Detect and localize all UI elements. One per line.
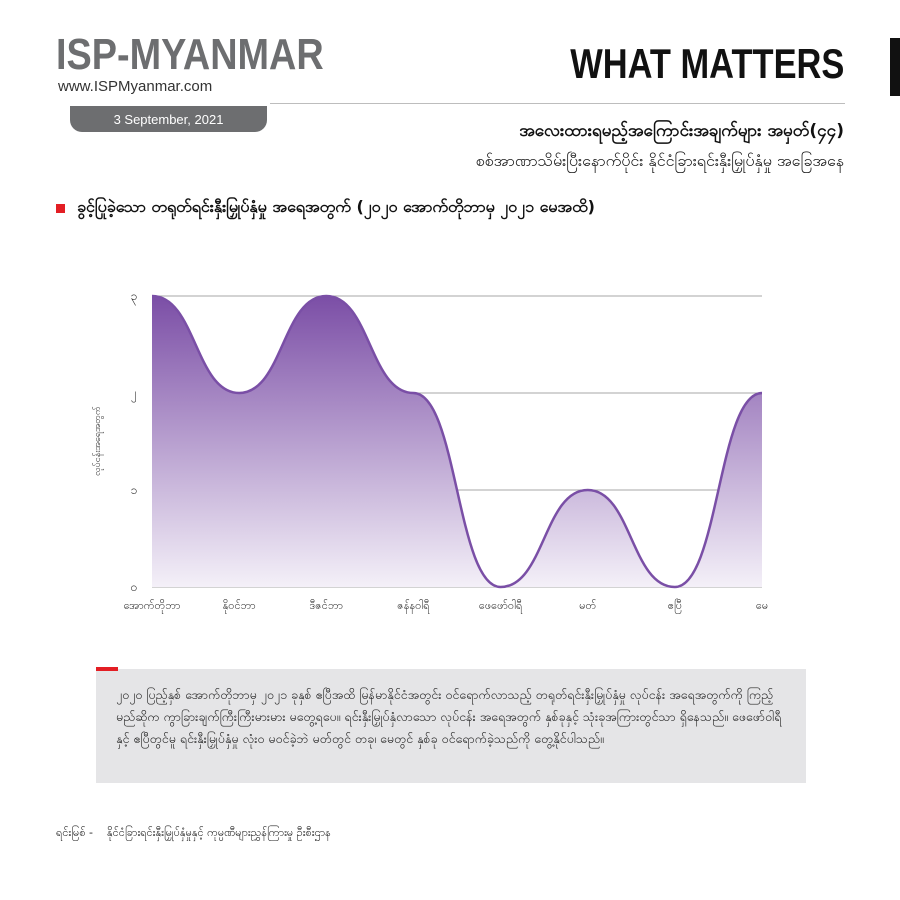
y-tick-label: ၀ — [131, 580, 138, 594]
x-tick-label: နိုဝင်ဘာ — [223, 599, 256, 614]
page-title: အလေးထားရမည့်အကြောင်းအချက်များ အမှတ်(၄၄) — [519, 121, 844, 141]
website-url: www.ISPMyanmar.com — [58, 78, 213, 95]
note-accent-bar — [96, 667, 118, 671]
date-badge: 3 September, 2021 — [70, 106, 267, 132]
y-tick-label: ၂ — [131, 386, 137, 403]
brand-logo-text: ISP-MYANMAR — [56, 30, 324, 79]
x-tick-label: ဒီဇင်ဘာ — [310, 599, 344, 612]
source-label: ရင်းမြစ် - — [56, 826, 93, 839]
section-heading: ခွင့်ပြုခဲ့သော တရုတ်ရင်းနှီးမြှုပ်နှံမှု… — [56, 196, 595, 220]
corner-mark — [890, 38, 900, 96]
source-line: ရင်းမြစ် - နိုင်ငံခြားရင်းနှီးမြှုပ်နှံမှ… — [56, 826, 331, 842]
source-text: နိုင်ငံခြားရင်းနှီးမြှုပ်နှံမှုနှင့် ကုမ… — [107, 826, 331, 839]
x-tick-label: ဖေဖော်ဝါရီ — [479, 599, 523, 614]
y-axis-label: လုပ်ငန်းအရေအတွက် — [92, 406, 104, 476]
section-heading-text: ခွင့်ပြုခဲ့သော တရုတ်ရင်းနှီးမြှုပ်နှံမှု… — [77, 197, 595, 216]
x-tick-label: အောက်တိုဘာ — [124, 599, 181, 614]
header-divider — [270, 103, 845, 104]
series-label: WHAT MATTERS — [569, 40, 844, 87]
note-box — [96, 669, 806, 783]
note-text: ၂၀၂၀ ပြည့်နှစ် အောက်တိုဘာမှ ၂၀၂၁ ခုနှစ် … — [116, 687, 782, 746]
x-tick-label: မေ — [756, 599, 768, 612]
chart-area-fill — [152, 296, 762, 587]
y-tick-label: ၃ — [131, 289, 138, 306]
x-tick-label: မတ် — [579, 599, 596, 612]
x-tick-label: ဧပြီ — [668, 599, 682, 614]
y-tick-label: ၁ — [131, 483, 138, 497]
bullet-square-icon — [56, 203, 65, 213]
chart-series-line — [151, 294, 763, 589]
page-subtitle: စစ်အာဏာသိမ်းပြီးနောက်ပိုင်း နိုင်ငံခြားရ… — [475, 151, 844, 170]
x-tick-label: ဇန်နဝါရီ — [397, 599, 430, 614]
